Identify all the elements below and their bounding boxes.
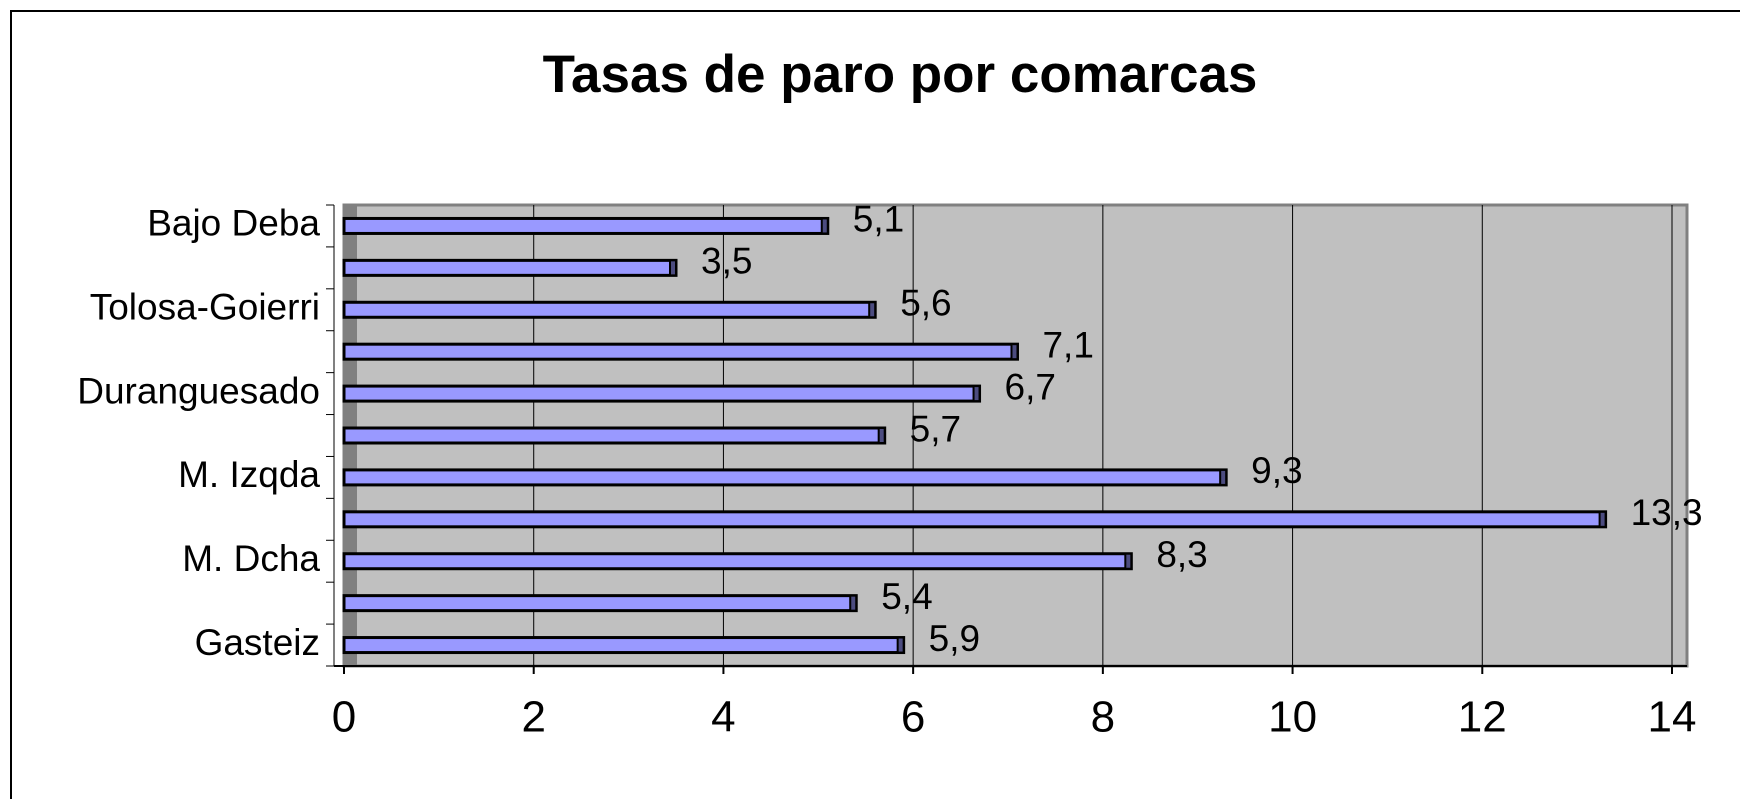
bar-end [1010,343,1019,361]
data-label: 5,6 [900,283,951,324]
bar [342,636,906,655]
bar [342,258,678,277]
data-label: 13,3 [1631,492,1703,533]
bar [342,342,1019,361]
y-tick-label: M. Dcha [182,538,320,579]
y-tick-label: Duranguesado [77,370,320,411]
y-tick-label: Tolosa-Goierri [90,287,320,328]
bar [342,384,982,403]
y-tick-label: Gasteiz [195,622,320,663]
data-label: 5,7 [910,408,961,449]
data-label: 8,3 [1156,534,1207,575]
bar-end [972,385,981,403]
data-label: 7,1 [1042,324,1093,365]
data-label: 3,5 [701,241,752,282]
bar [342,300,877,319]
chart-title: Tasas de paro por comarcas [543,45,1258,104]
bar [342,510,1608,529]
bar-end [868,301,877,319]
bar-end [820,217,829,235]
bar [342,216,830,235]
bar [342,594,858,613]
data-label: 6,7 [1005,366,1056,407]
bar [342,468,1228,487]
bar-end [1219,468,1228,486]
x-tick-label: 4 [711,693,735,742]
bar [342,552,1133,571]
data-label: 5,4 [881,576,932,617]
bar [342,426,887,445]
y-tick-label: Bajo Deba [147,203,320,244]
x-tick-label: 14 [1648,693,1697,742]
x-tick-label: 12 [1458,693,1507,742]
x-tick-label: 10 [1268,693,1317,742]
bar-end [669,259,677,277]
data-label: 5,1 [853,199,904,240]
bar-end [896,636,905,654]
x-tick-label: 6 [901,693,925,742]
bar-end [877,427,886,444]
data-label: 5,9 [929,618,980,659]
x-tick-label: 2 [521,693,545,742]
bar-end [849,594,858,612]
bar-end [1124,552,1133,570]
x-tick-label: 8 [1091,693,1115,742]
bar-end [1598,510,1607,528]
data-label: 9,3 [1251,450,1302,491]
x-tick-label: 0 [332,693,356,742]
y-tick-label: M. Izqda [178,454,320,495]
